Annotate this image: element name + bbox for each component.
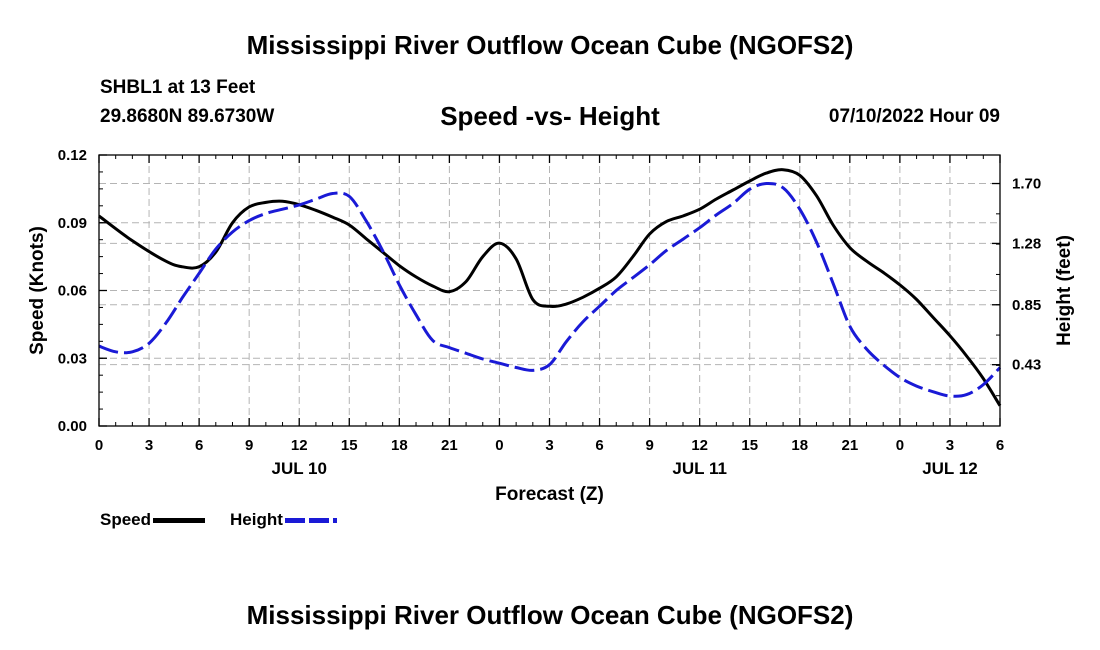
y2-tick-label: 0.43 (1012, 357, 1041, 374)
y2-tick-label: 1.70 (1012, 176, 1041, 193)
chart-subtitle: Speed -vs- Height (440, 101, 660, 131)
grid-layer (99, 155, 1000, 426)
legend-height-swatch (284, 517, 337, 523)
station-label: SHBL1 at 13 Feet (100, 77, 256, 98)
x-tick-label: 6 (195, 437, 203, 454)
y2-axis-title: Height (feet) (1054, 235, 1075, 346)
station-coordinates: 29.8680N 89.6730W (100, 106, 275, 127)
series-layer (98, 168, 1002, 407)
legend-speed: Speed (100, 510, 206, 530)
y-tick-label: 0.00 (58, 418, 87, 435)
date-label: JUL 10 (271, 459, 326, 478)
x-tick-label: 12 (291, 437, 308, 454)
y-tick-label: 0.06 (58, 283, 87, 300)
legend-height: Height (230, 510, 337, 530)
x-axis-title: Forecast (Z) (495, 484, 604, 505)
y-tick-label: 0.12 (58, 147, 87, 164)
date-label: JUL 11 (672, 459, 727, 478)
x-tick-label: 9 (645, 437, 653, 454)
x-tick-label: 6 (595, 437, 603, 454)
x-tick-label: 3 (145, 437, 153, 454)
axis-layer: 0 3 6 9 12 15 18 21 0 3 6 9 12 15 18 21 0 3 6 JUL 10 JUL 11 J… (27, 147, 1075, 505)
x-tick-label: 9 (245, 437, 253, 454)
main-title: Mississippi River Outflow Ocean Cube (NG… (246, 30, 854, 60)
x-tick-label: 15 (341, 437, 358, 454)
x-tick-label: 21 (441, 437, 458, 454)
x-tick-label: 12 (691, 437, 708, 454)
x-tick-label: 3 (946, 437, 954, 454)
x-tick-label: 6 (996, 437, 1004, 454)
x-tick-label: 18 (791, 437, 808, 454)
legend-height-label: Height (230, 510, 283, 529)
x-tick-label: 0 (95, 437, 103, 454)
x-tick-label: 3 (545, 437, 553, 454)
legend-speed-swatch (153, 517, 206, 523)
height-series-line (98, 181, 1002, 398)
y-tick-label: 0.03 (58, 350, 87, 367)
y-axis-title: Speed (Knots) (27, 226, 48, 355)
x-tick-label: 0 (896, 437, 904, 454)
y2-tick-label: 1.28 (1012, 235, 1041, 252)
y2-tick-label: 0.85 (1012, 297, 1041, 314)
y-tick-label: 0.09 (58, 215, 87, 232)
date-label: JUL 12 (922, 459, 977, 478)
legend-speed-label: Speed (100, 510, 152, 529)
x-tick-label: 21 (841, 437, 858, 454)
speed-series-line (98, 168, 1002, 407)
x-tick-label: 0 (495, 437, 503, 454)
footer-title: Mississippi River Outflow Ocean Cube (NG… (246, 600, 854, 630)
x-tick-label: 15 (741, 437, 758, 454)
x-tick-label: 18 (391, 437, 408, 454)
issue-timestamp: 07/10/2022 Hour 09 (828, 106, 1000, 127)
